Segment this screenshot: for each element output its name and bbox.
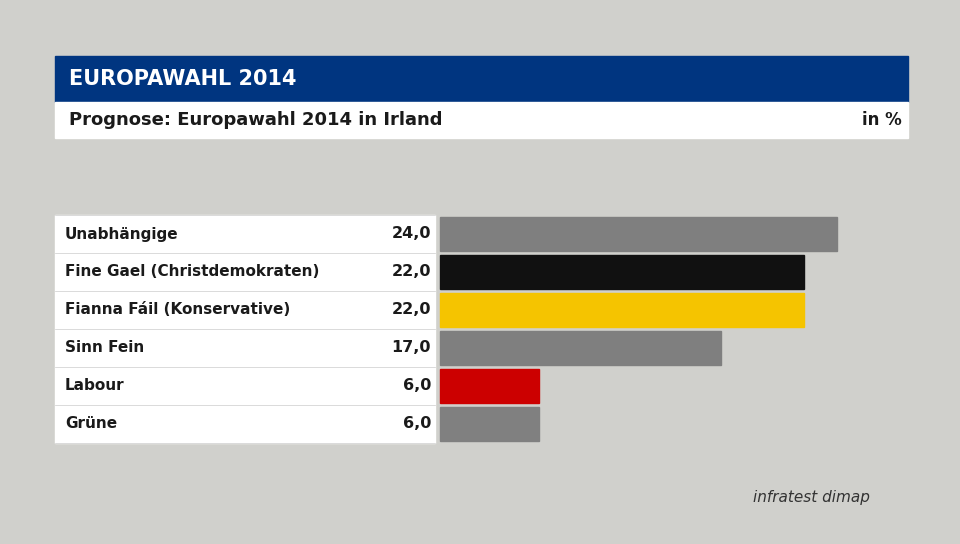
Text: Fianna Fáil (Konservative): Fianna Fáil (Konservative) <box>65 302 290 318</box>
Bar <box>440 407 540 441</box>
Bar <box>55 56 908 102</box>
Text: in %: in % <box>862 111 902 129</box>
Text: infratest dimap: infratest dimap <box>754 490 870 505</box>
Text: 22,0: 22,0 <box>392 302 431 318</box>
Bar <box>440 217 837 251</box>
Bar <box>440 293 804 327</box>
Bar <box>55 215 435 443</box>
Text: EUROPAWAHL 2014: EUROPAWAHL 2014 <box>69 69 297 89</box>
Bar <box>440 369 540 403</box>
Text: Labour: Labour <box>65 379 125 393</box>
Text: Fine Gael (Christdemokraten): Fine Gael (Christdemokraten) <box>65 264 320 280</box>
Text: Prognose: Europawahl 2014 in Irland: Prognose: Europawahl 2014 in Irland <box>69 111 443 129</box>
Text: Unabhängige: Unabhängige <box>65 226 179 242</box>
Bar <box>55 102 908 138</box>
Text: 24,0: 24,0 <box>392 226 431 242</box>
Bar <box>440 255 804 289</box>
Text: Grüne: Grüne <box>65 417 117 431</box>
Text: 22,0: 22,0 <box>392 264 431 280</box>
Text: 6,0: 6,0 <box>402 379 431 393</box>
Bar <box>440 331 721 365</box>
Text: Sinn Fein: Sinn Fein <box>65 341 144 355</box>
Text: 17,0: 17,0 <box>392 341 431 355</box>
Text: 6,0: 6,0 <box>402 417 431 431</box>
